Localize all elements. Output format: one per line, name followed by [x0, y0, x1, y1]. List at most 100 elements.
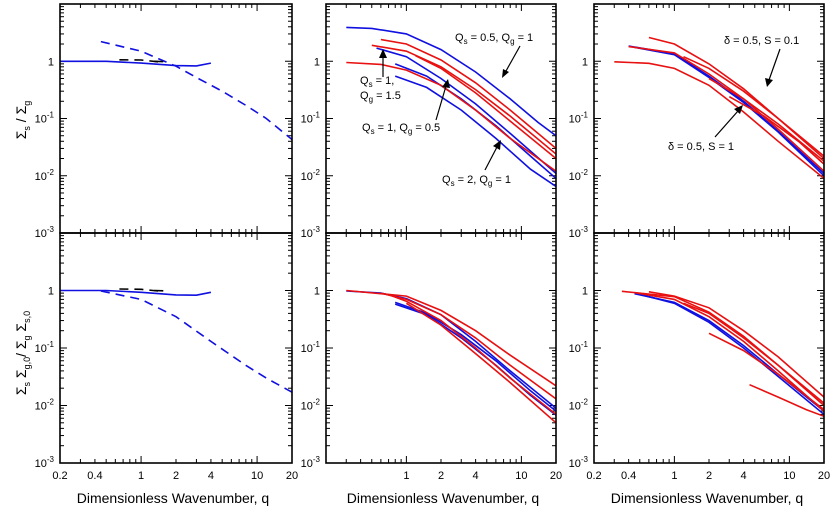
- x-tick-label-bottom-left-1: 0.4: [87, 470, 102, 482]
- series-line-top-right-3: [628, 45, 824, 172]
- y-tick-label-top-middle-1: 10-2: [301, 168, 321, 183]
- series-line-top-right-6: [708, 77, 824, 162]
- annotation-qs2-qg1: Qs = 2, Qg = 1: [442, 174, 511, 188]
- frame-bottom-right: [593, 232, 825, 464]
- annotation-qs1-qg05: Qs = 1, Qg = 0.5: [362, 122, 440, 136]
- panel-bottom-left: 10-3 10-2 10-1 1 0.2 0.4 1 2 4 10 20: [35, 232, 298, 482]
- x-tick-label-bottom-left-6: 20: [286, 470, 298, 482]
- y-tick-label-bottom-middle-0: 10-3: [301, 455, 321, 470]
- annotation-qs1-qg15-b: Qg = 1.5: [360, 90, 401, 104]
- series-line-top-middle-1: [376, 47, 556, 175]
- x-tick-label-bottom-left-5: 10: [251, 470, 263, 482]
- ticks-bottom-middle: [325, 233, 557, 464]
- series-line-bottom-right-1: [639, 293, 824, 416]
- series-line-top-left-2: [119, 59, 159, 63]
- x-tick-label-bottom-left-0: 0.2: [52, 470, 67, 482]
- x-tick-label-bottom-middle-0: 1: [403, 470, 409, 482]
- series-line-bottom-right-6: [708, 332, 824, 411]
- x-tick-label-bottom-left-3: 2: [173, 470, 179, 482]
- arrow-d05-s1: [714, 110, 739, 138]
- frame-top-left: [59, 3, 293, 234]
- series-line-top-right-2: [614, 61, 824, 180]
- y-tick-label-bottom-left-0: 10-3: [35, 455, 55, 470]
- series-line-bottom-middle-4: [380, 292, 556, 400]
- panels: 10-310-210-1110-310-210-1110-310-210-111…: [35, 3, 830, 482]
- series-line-top-middle-6: [380, 38, 556, 150]
- annotation-qs1-qg15-a: Qs = 1,: [360, 75, 394, 89]
- series-line-top-right-7: [728, 96, 824, 165]
- arrow-qs2-qg1: [484, 146, 498, 171]
- y-tick-label-bottom-right-2: 10-1: [569, 340, 589, 355]
- series-line-bottom-middle-1: [394, 301, 556, 412]
- series-line-bottom-left-3: [154, 289, 168, 292]
- annotation-d05-s1: δ = 0.5, S = 1: [668, 141, 734, 153]
- arrow-qs05: [505, 45, 521, 72]
- series-line-top-middle-5: [371, 44, 556, 155]
- frame-bottom-left: [59, 232, 293, 464]
- x-axis-label-right: Dimensionless Wavenumber, q: [611, 490, 803, 506]
- panel-top-right: 10-3 10-2 10-1 1: [569, 3, 825, 240]
- x-tick-label-bottom-middle-1: 2: [438, 470, 444, 482]
- x-tick-label-bottom-right-0: 0.2: [586, 470, 601, 482]
- y-tick-label-top-left-3: 1: [48, 56, 54, 68]
- panel-bottom-right: 10-3 10-2 10-1 1 0.2 0.4 1 2 4 10 20: [569, 232, 830, 482]
- x-tick-label-bottom-left-4: 4: [208, 470, 214, 482]
- y-tick-label-top-middle-2: 10-1: [301, 111, 321, 126]
- x-tick-label-bottom-right-3: 2: [706, 470, 712, 482]
- frame-bottom-middle: [325, 232, 557, 464]
- annotation-qs05-qg1: Qs = 0.5, Qg = 1: [455, 32, 533, 46]
- series-line-bottom-left-0: [60, 289, 212, 297]
- series-line-top-middle-7: [415, 54, 556, 160]
- y-axis-label-bottom: Σs Σg,0/ Σg Σs,0: [13, 311, 32, 395]
- panel-bottom-middle: 10-3 10-2 10-1 1 1 2 4 10 20: [301, 232, 562, 482]
- y-tick-label-bottom-right-1: 10-2: [569, 398, 589, 413]
- series-line-top-right-5: [683, 55, 824, 157]
- series-line-bottom-left-2: [119, 288, 159, 292]
- annotation-d05-s01: δ = 0.5, S = 0.1: [724, 35, 799, 47]
- y-tick-label-top-right-3: 1: [582, 56, 588, 68]
- y-axis-label-top: Σs / Σg: [13, 101, 32, 140]
- series-line-bottom-right-0: [634, 292, 824, 412]
- series-line-bottom-middle-2: [394, 303, 556, 416]
- series-line-bottom-right-3: [634, 291, 824, 412]
- x-tick-label-bottom-right-5: 10: [783, 470, 795, 482]
- arrow-qs1-qg05: [435, 85, 447, 121]
- annotations: Qs = 0.5, Qg = 1 Qs = 1, Qg = 1.5 Qs = 1…: [360, 32, 799, 188]
- ticks-bottom-left: [59, 233, 293, 464]
- y-tick-label-top-right-1: 10-2: [569, 168, 589, 183]
- series-line-bottom-left-1: [100, 290, 292, 393]
- series-line-bottom-middle-6: [405, 302, 556, 424]
- y-tick-label-bottom-left-3: 1: [48, 286, 54, 298]
- y-tick-label-bottom-left-2: 10-1: [35, 340, 55, 355]
- x-axis-label-left: Dimensionless Wavenumber, q: [77, 490, 269, 506]
- series-line-bottom-right-7: [749, 383, 824, 418]
- y-tick-label-bottom-left-1: 10-2: [35, 398, 55, 413]
- panel-top-left: 10-3 10-2 10-1 1: [35, 3, 293, 240]
- series-line-top-middle-3: [394, 75, 556, 188]
- ticks-bottom-right: [593, 233, 825, 464]
- series-line-top-right-1: [634, 46, 824, 177]
- series-line-top-left-3: [154, 60, 168, 63]
- y-tick-label-top-right-0: 10-3: [569, 225, 589, 240]
- x-tick-label-bottom-right-4: 4: [741, 470, 747, 482]
- series-line-bottom-middle-3: [346, 289, 556, 387]
- arrow-d05-s01: [768, 48, 781, 81]
- series-line-bottom-right-4: [648, 291, 824, 398]
- y-tick-label-top-left-1: 10-2: [35, 168, 55, 183]
- series-line-top-middle-4: [346, 61, 556, 172]
- x-tick-label-bottom-middle-4: 20: [550, 470, 562, 482]
- y-tick-label-top-middle-0: 10-3: [301, 225, 321, 240]
- y-tick-label-top-middle-3: 1: [314, 56, 320, 68]
- y-tick-label-top-right-2: 10-1: [569, 111, 589, 126]
- x-axis-label-middle: Dimensionless Wavenumber, q: [347, 490, 539, 506]
- y-tick-label-bottom-right-0: 10-3: [569, 455, 589, 470]
- y-tick-label-bottom-right-3: 1: [582, 286, 588, 298]
- y-tick-label-top-left-0: 10-3: [35, 225, 55, 240]
- y-tick-label-top-left-2: 10-1: [35, 111, 55, 126]
- series-line-bottom-right-5: [683, 302, 824, 404]
- y-tick-label-bottom-middle-2: 10-1: [301, 340, 321, 355]
- x-tick-label-bottom-right-1: 0.4: [621, 470, 636, 482]
- series-line-top-middle-0: [346, 26, 556, 137]
- x-tick-label-bottom-right-6: 20: [818, 470, 830, 482]
- x-tick-label-bottom-right-2: 1: [671, 470, 677, 482]
